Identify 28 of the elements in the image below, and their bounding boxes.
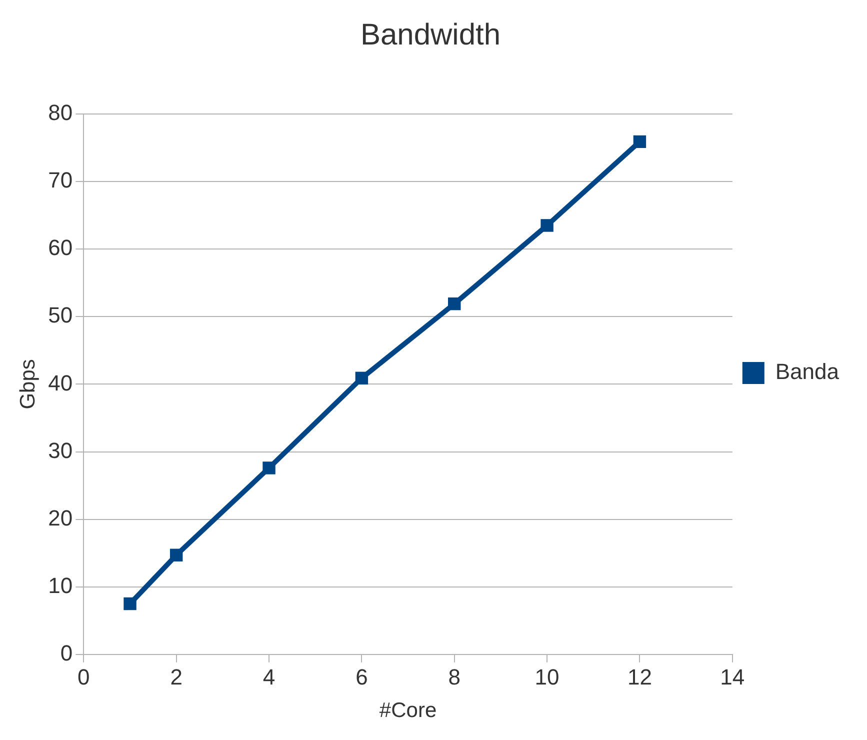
y-tick-label: 20 (48, 505, 73, 530)
y-tick-label: 30 (48, 438, 73, 463)
x-tick-label: 10 (534, 664, 560, 690)
point (355, 372, 368, 384)
x-tick-label: 4 (262, 664, 276, 690)
y-axis-title: Gbps (16, 359, 40, 410)
y-tick-label: 70 (48, 168, 73, 193)
point (448, 297, 461, 310)
y-tick-label: 40 (48, 370, 73, 396)
point (262, 462, 276, 474)
x-tick-label: 6 (356, 664, 368, 690)
point (633, 135, 646, 148)
y-tick-label: 80 (48, 100, 73, 126)
x-tick-label: 14 (720, 664, 745, 690)
point (170, 548, 183, 562)
chart-title: Bandwidth (360, 18, 501, 52)
legend-label: Banda (775, 359, 840, 384)
y-tick-label: 0 (60, 640, 73, 666)
point (540, 219, 554, 232)
point (124, 597, 136, 610)
x-tick-label: 12 (627, 664, 652, 690)
x-tick-label: 0 (78, 664, 90, 690)
y-tick-label: 10 (48, 572, 73, 598)
y-tick-label: 60 (48, 235, 73, 260)
y-tick-label: 50 (48, 302, 73, 328)
x-tick-label: 8 (448, 664, 460, 690)
x-axis-title: #Core (379, 699, 437, 722)
x-tick-label: 2 (170, 664, 182, 690)
